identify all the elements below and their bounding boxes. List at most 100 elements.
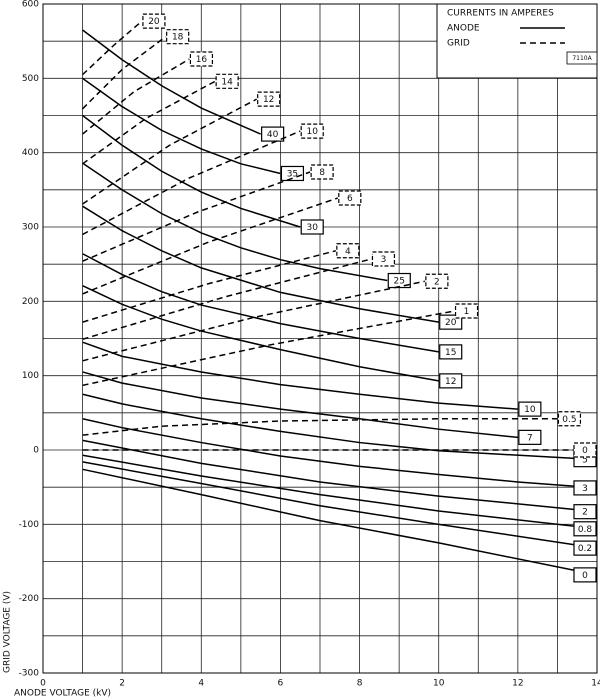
curve-label: 0.2 xyxy=(578,544,592,554)
curve-label: 8 xyxy=(319,168,325,178)
curve xyxy=(82,29,261,135)
x-axis-title: ANODE VOLTAGE (kV) xyxy=(14,689,111,699)
curve-label: 2 xyxy=(434,277,440,287)
curve xyxy=(82,310,455,387)
curve-label: 1 xyxy=(464,307,470,317)
curve xyxy=(82,461,598,549)
curve-label: 7 xyxy=(527,433,533,443)
curve xyxy=(82,439,598,513)
curve xyxy=(82,250,337,323)
figure-code: 7110A xyxy=(572,55,592,62)
curve xyxy=(82,454,598,530)
legend-box xyxy=(436,3,598,79)
curve-label-box xyxy=(189,51,214,67)
x-tick-label: 2 xyxy=(119,679,125,689)
curve-label: 2 xyxy=(582,508,588,518)
y-tick-label: -100 xyxy=(19,520,40,530)
curve xyxy=(82,162,388,282)
curve-label-box xyxy=(573,504,597,520)
curve xyxy=(82,418,558,436)
curve-label-box xyxy=(336,243,360,259)
x-tick-label: 10 xyxy=(433,679,445,689)
curve-label-box xyxy=(573,442,597,458)
curve-label: 20 xyxy=(445,318,457,328)
curve-label-box xyxy=(439,373,463,389)
curve-label-box xyxy=(425,273,449,289)
curve xyxy=(82,418,598,489)
curve-label-box xyxy=(300,219,324,235)
curve-label-box xyxy=(518,401,542,417)
x-tick-label: 12 xyxy=(512,679,523,689)
curve-label-box xyxy=(439,314,463,330)
curve xyxy=(82,36,167,110)
curve-label-box xyxy=(573,521,597,537)
curve-label: 12 xyxy=(445,377,456,387)
curve-label-box xyxy=(166,29,190,45)
curve-label: 3 xyxy=(582,484,588,494)
curve-label-box xyxy=(371,251,396,267)
y-tick-label: 600 xyxy=(22,0,39,10)
curve xyxy=(82,253,439,353)
curve xyxy=(82,20,143,76)
curve xyxy=(82,468,598,576)
curve xyxy=(82,205,439,323)
curve-label: 40 xyxy=(267,130,279,140)
y-tick-label: -300 xyxy=(19,669,40,679)
curve-label: 25 xyxy=(394,277,405,287)
curve-label: 18 xyxy=(172,33,184,43)
curve xyxy=(82,77,281,175)
curve-label: 14 xyxy=(221,77,233,87)
curve xyxy=(82,58,190,135)
curve xyxy=(82,341,518,410)
curve-label-box xyxy=(261,126,285,142)
curve-label-box xyxy=(573,540,597,556)
curve-label: 0 xyxy=(582,571,588,581)
curve xyxy=(82,130,301,236)
curve-label-box xyxy=(215,73,239,89)
curve-label-box xyxy=(142,13,166,29)
x-tick-label: 8 xyxy=(357,679,363,689)
curve-label-box xyxy=(300,123,324,139)
curve-label: 10 xyxy=(524,405,536,415)
y-tick-label: 500 xyxy=(22,74,39,84)
curve xyxy=(82,171,311,262)
curve-label-box xyxy=(338,190,362,206)
plot-frame xyxy=(42,3,598,674)
x-tick-label: 0 xyxy=(40,679,46,689)
curve-label-box xyxy=(387,272,411,289)
curve-label: 20 xyxy=(148,17,160,27)
curve xyxy=(82,285,439,382)
curve xyxy=(82,371,518,439)
curve-label: 3 xyxy=(381,255,387,265)
curve-label-box xyxy=(573,480,597,496)
y-axis-title: GRID VOLTAGE (V) xyxy=(3,591,13,673)
curve xyxy=(82,393,598,461)
x-tick-label: 6 xyxy=(278,679,284,689)
curve-label: 5 xyxy=(582,456,588,466)
curve xyxy=(82,80,216,165)
y-tick-label: 100 xyxy=(22,371,39,381)
curve-label: 15 xyxy=(445,348,456,358)
x-tick-label: 4 xyxy=(198,679,204,689)
curve-label: 30 xyxy=(306,223,318,233)
curve-label: 0.5 xyxy=(562,415,576,425)
curve-label-box xyxy=(454,303,479,319)
curve xyxy=(82,280,426,362)
curve-label-box xyxy=(439,344,463,360)
y-tick-label: 300 xyxy=(22,223,39,233)
curve-label-box xyxy=(310,164,334,180)
x-tick-label: 14 xyxy=(591,679,600,689)
curve xyxy=(82,197,339,295)
legend-label: GRID xyxy=(447,39,470,49)
curve-label: 0 xyxy=(582,446,588,456)
curve-label: 16 xyxy=(196,55,208,65)
curve-label: 35 xyxy=(287,169,298,179)
curve-label-box xyxy=(518,429,542,445)
code-box xyxy=(566,51,598,65)
curve-label-box xyxy=(257,91,281,107)
curve xyxy=(82,98,258,205)
curve-label: 6 xyxy=(347,194,353,204)
curve-label: 12 xyxy=(263,95,274,105)
y-tick-label: 200 xyxy=(22,297,39,307)
